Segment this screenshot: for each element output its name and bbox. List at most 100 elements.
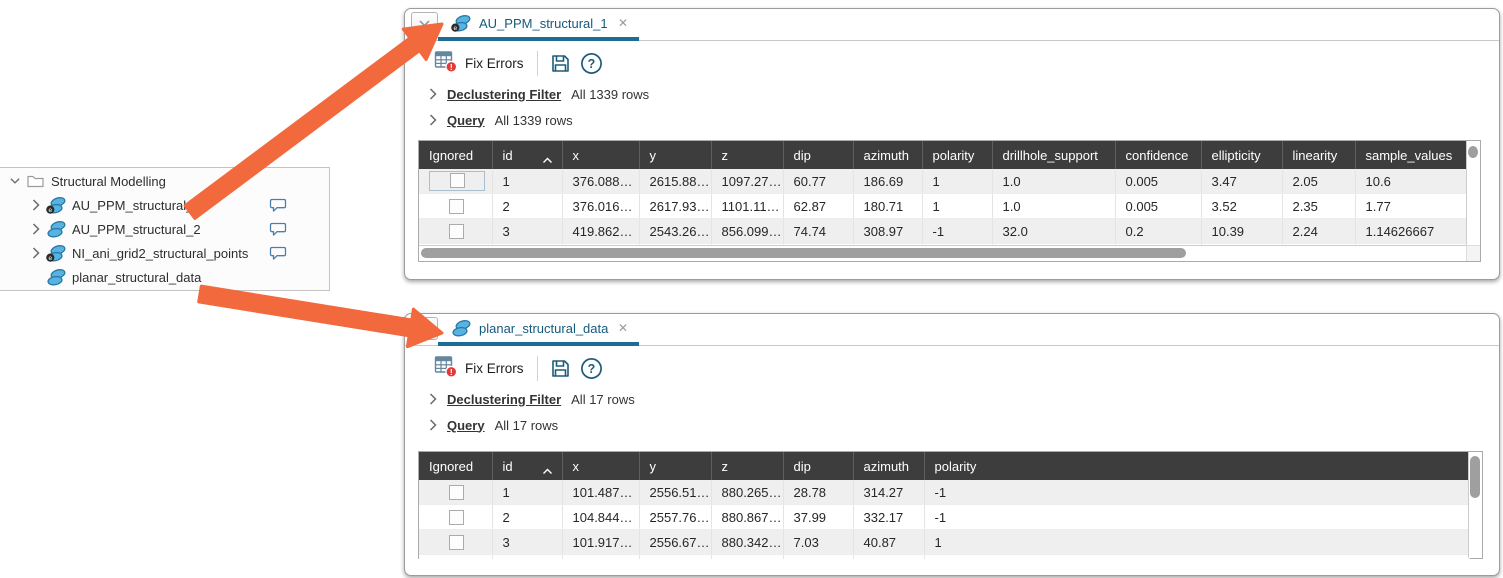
chevron-right-icon[interactable] bbox=[31, 199, 41, 211]
tab-au-ppm-structural-1[interactable]: e AU_PPM_structural_1 ✕ bbox=[438, 9, 639, 41]
ignored-checkbox[interactable] bbox=[448, 535, 464, 551]
column-header-polarity[interactable]: polarity bbox=[922, 141, 993, 169]
column-header-id[interactable]: id bbox=[492, 452, 563, 480]
ignored-checkbox[interactable] bbox=[448, 199, 464, 215]
tree-items: e AU_PPM_structural_1 AU_PPM_structural_2 e… bbox=[0, 193, 329, 289]
toolbar: ! Fix Errors ? bbox=[434, 350, 1499, 386]
column-header-polarity[interactable]: polarity bbox=[924, 452, 1469, 480]
tree-item-AU_PPM_structural_2[interactable]: AU_PPM_structural_2 bbox=[0, 217, 329, 241]
declustering-filter-section[interactable]: Declustering Filter All 17 rows bbox=[429, 386, 1499, 412]
cell-z: 880.342… bbox=[711, 529, 784, 555]
column-header-ellipticity[interactable]: ellipticity bbox=[1201, 141, 1283, 169]
cell-polarity: -1 bbox=[924, 504, 1470, 530]
tab-close-icon[interactable]: ✕ bbox=[617, 16, 628, 30]
vertical-scrollbar[interactable] bbox=[1468, 452, 1482, 558]
declustering-filter-section[interactable]: Declustering Filter All 1339 rows bbox=[429, 81, 1499, 107]
tab-bar: e AU_PPM_structural_1 ✕ bbox=[405, 9, 1499, 41]
column-header-dip[interactable]: dip bbox=[783, 452, 854, 480]
help-button[interactable]: ? bbox=[580, 357, 603, 380]
tree-folder-structural-modelling[interactable]: Structural Modelling bbox=[0, 169, 329, 193]
cell-id: 3 bbox=[492, 218, 563, 244]
column-header-z[interactable]: z bbox=[711, 141, 784, 169]
table-row: 3 101.917… 2556.67… 880.342… 7.03 40.87 1 bbox=[419, 529, 1470, 555]
chevron-down-icon bbox=[419, 325, 430, 332]
cell-id: 2 bbox=[492, 193, 563, 219]
table-window-au-ppm-structural-1: e AU_PPM_structural_1 ✕ ! Fix Errors ? D… bbox=[404, 8, 1500, 280]
comment-icon[interactable] bbox=[269, 222, 287, 237]
scrollbar-corner bbox=[1466, 245, 1480, 261]
column-header-azimuth[interactable]: azimuth bbox=[853, 452, 925, 480]
cell-y: 2556.67… bbox=[639, 529, 712, 555]
tab-list-dropdown-button[interactable] bbox=[411, 12, 438, 35]
column-header-x[interactable]: x bbox=[562, 141, 640, 169]
cell-sample_values: 1.77 bbox=[1355, 193, 1468, 219]
ignored-checkbox[interactable] bbox=[448, 485, 464, 501]
column-header-azimuth[interactable]: azimuth bbox=[853, 141, 923, 169]
column-header-z[interactable]: z bbox=[711, 452, 784, 480]
toolbar-separator bbox=[536, 50, 538, 76]
vertical-scrollbar-thumb[interactable] bbox=[1470, 456, 1480, 498]
column-header-drillhole_support[interactable]: drillhole_support bbox=[992, 141, 1116, 169]
column-header-Ignored[interactable]: Ignored bbox=[419, 452, 493, 480]
query-label[interactable]: Query bbox=[447, 112, 485, 128]
fix-errors-button[interactable]: ! Fix Errors bbox=[434, 50, 524, 76]
cell-y: 2556.51… bbox=[639, 480, 712, 505]
cell-y: 2617.93… bbox=[639, 193, 712, 219]
cell-id: 1 bbox=[492, 169, 563, 194]
column-header-Ignored[interactable]: Ignored bbox=[419, 141, 493, 169]
horizontal-scrollbar[interactable] bbox=[419, 245, 1467, 261]
table-row: 1 376.088… 2615.88… 1097.27… 60.77 186.69 1 1.0… bbox=[419, 169, 1468, 194]
toolbar-separator bbox=[536, 355, 538, 381]
ignored-checkbox[interactable] bbox=[449, 173, 465, 189]
query-section[interactable]: Query All 17 rows bbox=[429, 412, 1499, 438]
ignored-checkbox[interactable] bbox=[448, 510, 464, 526]
structural-data-icon: e bbox=[46, 196, 67, 214]
declustering-filter-label[interactable]: Declustering Filter bbox=[447, 86, 562, 102]
chevron-right-icon[interactable] bbox=[31, 223, 41, 235]
vertical-scrollbar[interactable] bbox=[1466, 141, 1480, 246]
ignored-checkbox[interactable] bbox=[448, 224, 464, 240]
column-header-y[interactable]: y bbox=[639, 452, 712, 480]
tree-item-label: planar_structural_data bbox=[72, 269, 202, 285]
tab-planar-structural-data[interactable]: planar_structural_data ✕ bbox=[438, 314, 639, 346]
horizontal-scrollbar-thumb[interactable] bbox=[421, 248, 1186, 258]
tab-list-dropdown-button[interactable] bbox=[411, 317, 438, 340]
chevron-right-icon[interactable] bbox=[31, 247, 41, 259]
column-header-sample_values[interactable]: sample_values bbox=[1355, 141, 1467, 169]
tree-item-AU_PPM_structural_1[interactable]: e AU_PPM_structural_1 bbox=[0, 193, 329, 217]
save-button[interactable] bbox=[549, 357, 572, 380]
tree-item-NI_ani_grid2_structural_points[interactable]: e NI_ani_grid2_structural_points bbox=[0, 241, 329, 265]
vertical-scrollbar-thumb[interactable] bbox=[1468, 146, 1478, 158]
cell-y: 2615.88… bbox=[639, 169, 712, 194]
query-section[interactable]: Query All 1339 rows bbox=[429, 107, 1499, 133]
comment-icon[interactable] bbox=[269, 198, 287, 213]
column-header-x[interactable]: x bbox=[562, 452, 640, 480]
column-header-linearity[interactable]: linearity bbox=[1282, 141, 1356, 169]
cell-azimuth: 332.17 bbox=[853, 504, 925, 530]
column-header-confidence[interactable]: confidence bbox=[1115, 141, 1202, 169]
column-header-dip[interactable]: dip bbox=[783, 141, 854, 169]
column-header-y[interactable]: y bbox=[639, 141, 712, 169]
chevron-right-icon bbox=[429, 419, 437, 431]
chevron-down-icon[interactable] bbox=[10, 177, 20, 185]
query-label[interactable]: Query bbox=[447, 417, 485, 433]
fix-errors-button[interactable]: ! Fix Errors bbox=[434, 355, 524, 381]
cell-drillhole_support: 32.0 bbox=[992, 218, 1116, 244]
declustering-filter-label[interactable]: Declustering Filter bbox=[447, 391, 562, 407]
help-button[interactable]: ? bbox=[580, 52, 603, 75]
cell-polarity: -1 bbox=[922, 218, 993, 244]
cell-dip: 37.99 bbox=[783, 504, 854, 530]
tree-item-planar_structural_data[interactable]: planar_structural_data bbox=[0, 265, 329, 289]
cell-id: 2 bbox=[492, 504, 563, 530]
comment-icon[interactable] bbox=[269, 246, 287, 261]
tree-folder-label: Structural Modelling bbox=[51, 173, 166, 189]
tab-close-icon[interactable]: ✕ bbox=[617, 321, 628, 335]
save-button[interactable] bbox=[549, 52, 572, 75]
cell-linearity: 2.05 bbox=[1282, 169, 1356, 194]
cell-polarity: -1 bbox=[924, 480, 1470, 505]
column-header-id[interactable]: id bbox=[492, 141, 563, 169]
ignored-cell bbox=[419, 504, 493, 530]
structural-data-icon bbox=[46, 268, 67, 286]
cell-sample_values: 1.14626667 bbox=[1355, 218, 1468, 244]
data-table: Ignored id x y z dip azimuth polarity drillhole_… bbox=[418, 140, 1481, 262]
